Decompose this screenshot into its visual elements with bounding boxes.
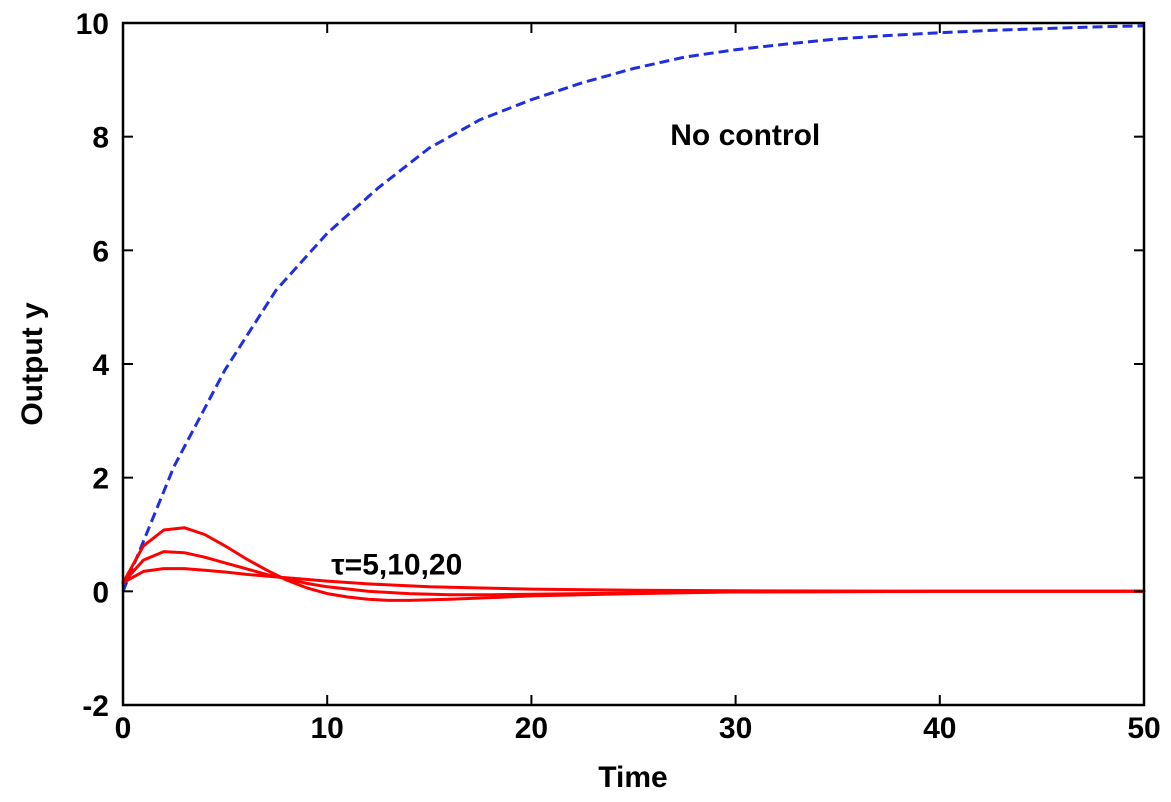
annotation-layer: No control τ=5,10,20: [331, 119, 820, 581]
annotation-1: No control: [670, 119, 820, 152]
series-layer: [121, 24, 1146, 602]
x-axis-label: Time: [598, 761, 667, 794]
y-axis-label: Output y: [16, 302, 49, 426]
series-line-4: [121, 567, 1146, 593]
x-tick-label-3: 30: [719, 712, 752, 745]
series-line-3: [121, 550, 1146, 597]
y-tick-label-0: -2: [82, 690, 109, 723]
y-tick-label-5: 8: [92, 122, 109, 155]
x-tick-label-2: 20: [515, 712, 548, 745]
y-tick-label-6: 10: [76, 8, 109, 41]
x-tick-label-0: 0: [115, 712, 132, 745]
x-tick-label-1: 10: [311, 712, 344, 745]
tick-layer: [122, 22, 1145, 706]
annotation-2: τ=5,10,20: [331, 548, 462, 581]
series-line-1: [121, 24, 1145, 592]
x-tick-label-5: 50: [1127, 712, 1160, 745]
y-tick-label-1: 0: [92, 576, 109, 609]
x-tick-label-4: 40: [923, 712, 956, 745]
y-tick-label-2: 2: [92, 463, 109, 496]
y-tick-label-4: 6: [92, 235, 109, 268]
y-tick-label-3: 4: [92, 349, 109, 382]
